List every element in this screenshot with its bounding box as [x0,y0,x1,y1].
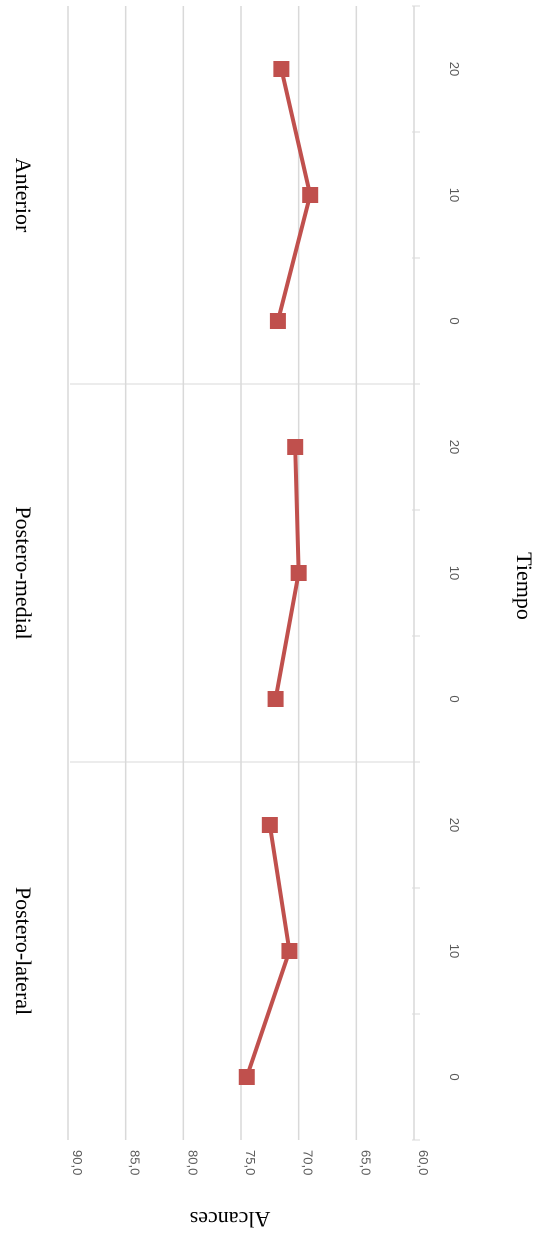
panel-titles: Anterior Postero-medial Postero-lateral [11,158,36,1015]
x-axis-label: Tiempo [512,552,533,620]
x-axis-ticks [412,5,420,1141]
series-markers [238,61,319,1085]
x-tick-label: 10 [447,944,462,958]
x-tick-label: 20 [447,818,462,832]
data-point-marker [287,439,304,455]
panel-separators [70,383,414,763]
x-tick-label: 10 [447,566,462,580]
data-point-marker [302,187,319,203]
y-tick-label: 80,0 [185,1150,200,1175]
x-tick-label: 0 [447,695,462,702]
y-axis-label: Alcances [190,1207,271,1232]
panel-title: Anterior [11,158,36,233]
y-axis-tick-labels: 60,0 65,0 70,0 75,0 80,0 85,0 90,0 [70,1150,431,1175]
data-point-marker [269,313,286,329]
data-point-marker [281,943,298,959]
x-tick-label: 10 [447,188,462,202]
panel-title: Postero-medial [11,506,36,639]
x-tick-label: 0 [447,1073,462,1080]
gridlines [67,6,415,1140]
x-tick-label: 20 [447,62,462,76]
y-tick-label: 75,0 [243,1150,258,1175]
x-tick-label: 0 [447,317,462,324]
data-point-marker [238,1069,255,1085]
y-tick-label: 90,0 [70,1150,85,1175]
x-tick-label: 20 [447,440,462,454]
panel-title: Postero-lateral [11,887,36,1015]
y-tick-label: 85,0 [128,1150,143,1175]
data-point-marker [267,691,284,707]
y-tick-label: 60,0 [416,1150,431,1175]
y-tick-label: 70,0 [301,1150,316,1175]
data-point-marker [261,817,278,833]
data-point-marker [290,565,307,581]
data-point-marker [273,61,290,77]
x-axis-tick-labels: 0 10 20 0 10 20 0 10 20 [447,62,462,1081]
y-tick-label: 65,0 [358,1150,373,1175]
